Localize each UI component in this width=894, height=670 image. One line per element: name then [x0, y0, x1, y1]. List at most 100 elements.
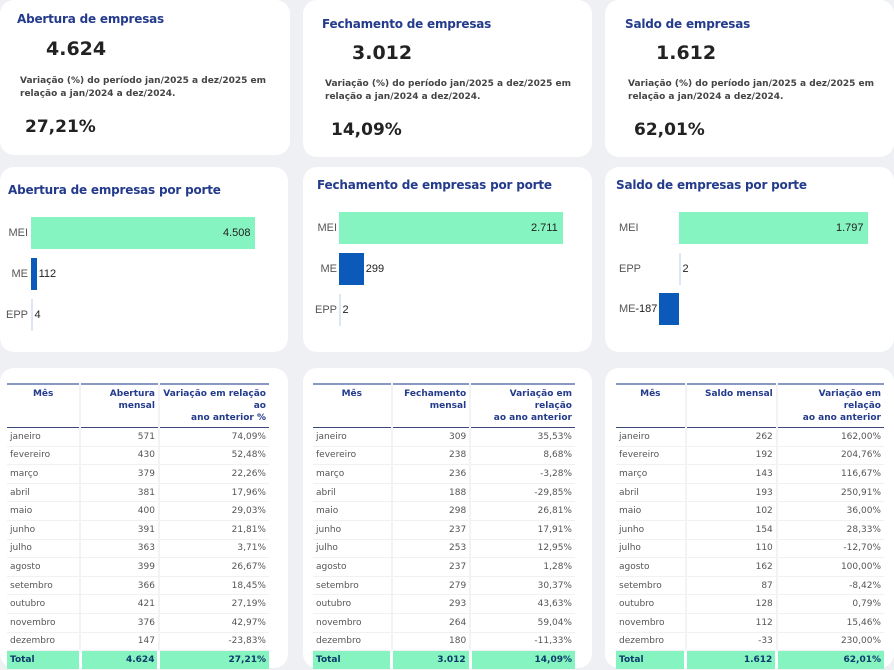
value-cell: 237	[391, 557, 472, 577]
bar-row-mei: MEI 4.508	[0, 217, 288, 249]
table-row: junho 237 17,91%	[313, 520, 575, 540]
variation-cell: 59,04%	[470, 613, 575, 633]
value-cell: 293	[391, 594, 472, 614]
month-cell: outubro	[7, 594, 82, 614]
bar-me[interactable]	[31, 258, 37, 290]
value-cell: 102	[685, 501, 778, 521]
bar-me[interactable]	[659, 293, 679, 325]
bar-value-label: 4.508	[223, 227, 251, 239]
month-cell: junho	[313, 520, 393, 540]
bar-mei[interactable]	[339, 212, 563, 244]
month-cell: maio	[7, 501, 82, 521]
kpi-description: Variação (%) do período jan/2025 a dez/2…	[628, 78, 874, 104]
value-cell: 112	[685, 613, 778, 633]
column-header[interactable]: Mês	[313, 383, 393, 428]
month-cell: setembro	[7, 576, 82, 596]
bar-row-mei: MEI 2.711	[303, 212, 592, 244]
value-cell: 188	[391, 483, 472, 503]
month-cell: dezembro	[7, 632, 82, 652]
column-header[interactable]: Variação em relação ao ano anterior	[470, 383, 575, 428]
variation-cell: 28,33%	[776, 520, 884, 540]
bar-mei[interactable]	[31, 217, 255, 249]
table-row: agosto 162 100,00%	[616, 557, 884, 577]
column-header-text: Mês	[341, 389, 362, 399]
value-cell: 262	[685, 427, 778, 447]
variation-cell: 29,03%	[158, 501, 269, 521]
month-cell: julho	[313, 539, 393, 559]
variation-cell: 35,53%	[470, 427, 575, 447]
value-cell: 253	[391, 539, 472, 559]
total-variation: 62,01%	[776, 650, 884, 670]
column-header-text: mensal	[118, 401, 155, 411]
table-row: abril 193 250,91%	[616, 483, 884, 503]
bar-category-label: EPP	[314, 304, 337, 316]
variation-cell: 30,37%	[470, 576, 575, 596]
table-row: fevereiro 430 52,48%	[7, 446, 269, 466]
variation-cell: 1,28%	[470, 557, 575, 577]
column-header[interactable]: Variação em relação ao ano anterior %	[158, 383, 269, 428]
table-row: maio 400 29,03%	[7, 501, 269, 521]
month-cell: outubro	[313, 594, 393, 614]
value-cell: 298	[391, 501, 472, 521]
month-cell: janeiro	[313, 427, 393, 447]
variation-cell: 230,00%	[776, 632, 884, 652]
month-cell: abril	[313, 483, 393, 503]
bar-me[interactable]	[339, 253, 364, 285]
month-cell: setembro	[313, 576, 393, 596]
bar-epp[interactable]	[339, 294, 341, 326]
variation-cell: 26,67%	[158, 557, 269, 577]
value-cell: -33	[685, 632, 778, 652]
table-row: dezembro 147 -23,83%	[7, 632, 269, 652]
bar-epp[interactable]	[31, 299, 33, 331]
table-row: julho 110 -12,70%	[616, 539, 884, 559]
value-cell: 376	[80, 613, 160, 633]
table-row: março 143 116,67%	[616, 464, 884, 484]
variation-cell: 0,79%	[776, 594, 884, 614]
table-row: fevereiro 192 204,76%	[616, 446, 884, 466]
variation-cell: -11,33%	[470, 632, 575, 652]
total-variation: 14,09%	[470, 650, 575, 670]
variation-cell: 250,91%	[776, 483, 884, 503]
column-header[interactable]: Variação em relação ao ano anterior	[776, 383, 884, 428]
kpi-percent: 14,09%	[331, 120, 402, 140]
bar-category-label: ME	[619, 303, 636, 315]
value-cell: 264	[391, 613, 472, 633]
column-header-text: Mês	[32, 389, 54, 399]
value-cell: 279	[391, 576, 472, 596]
column-header-text: Abertura	[109, 389, 155, 399]
column-header[interactable]: Mês	[616, 383, 687, 428]
column-header-text: ao ano anterior	[493, 413, 572, 423]
table-row: junho 391 21,81%	[7, 520, 269, 540]
kpi-title: Abertura de empresas	[17, 12, 164, 26]
month-cell: novembro	[313, 613, 393, 633]
chart-title: Saldo de empresas por porte	[616, 178, 807, 192]
kpi-title: Saldo de empresas	[625, 17, 751, 31]
bar-row-me: ME 299	[303, 253, 592, 285]
bar-value-label: 112	[38, 268, 57, 280]
kpi-description-line: relação a jan/2024 a dez/2024.	[325, 92, 481, 102]
variation-cell: 22,26%	[158, 464, 269, 484]
variation-cell: -29,85%	[470, 483, 575, 503]
table-row: dezembro -33 230,00%	[616, 632, 884, 652]
variation-cell: 26,81%	[470, 501, 575, 521]
bar-epp[interactable]	[679, 253, 681, 285]
column-header[interactable]: Fechamento mensal	[391, 383, 472, 428]
kpi-percent: 27,21%	[25, 117, 96, 137]
table-row: agosto 237 1,28%	[313, 557, 575, 577]
bar-mei[interactable]	[679, 212, 868, 244]
column-header[interactable]: Abertura mensal	[80, 383, 160, 428]
bar-category-label: EPP	[5, 309, 28, 321]
variation-cell: 17,91%	[470, 520, 575, 540]
table-row: maio 298 26,81%	[313, 501, 575, 521]
chart-card-abertura-porte: Abertura de empresas por porte MEI 4.508 M…	[0, 167, 288, 352]
kpi-description: Variação (%) do período jan/2025 a dez/2…	[20, 75, 266, 101]
bar-value-label: 299	[365, 263, 385, 275]
month-cell: agosto	[616, 557, 687, 577]
table-row: agosto 399 26,67%	[7, 557, 269, 577]
column-header[interactable]: Saldo mensal	[685, 383, 778, 428]
table-total-row: Total 3.012 14,09%	[313, 650, 575, 670]
table-row: abril 188 -29,85%	[313, 483, 575, 503]
table-saldo-mensal: Mês Saldo mensal Variação em relação ao ano…	[616, 383, 884, 670]
column-header[interactable]: Mês	[7, 383, 82, 428]
variation-cell: 15,46%	[776, 613, 884, 633]
